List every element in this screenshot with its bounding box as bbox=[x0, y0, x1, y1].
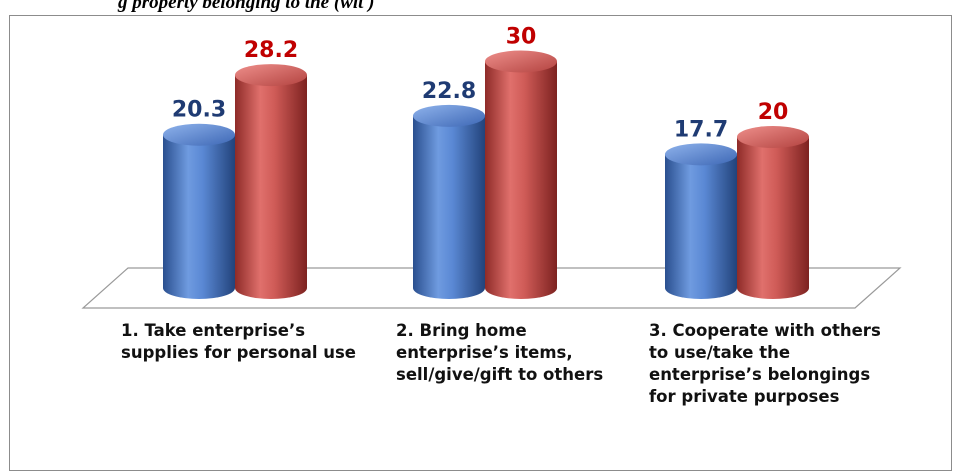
chart-title-fragment: g property belonging to the (wit ) bbox=[0, 0, 955, 14]
bar-top bbox=[485, 50, 557, 73]
bar-top bbox=[163, 123, 235, 146]
bar-s1-c2 bbox=[413, 104, 485, 299]
bar-s2-c3 bbox=[737, 126, 809, 299]
data-label-s2-c2: 30 bbox=[506, 25, 537, 50]
bar-body bbox=[163, 134, 235, 299]
data-label-s2-c1: 28.2 bbox=[244, 38, 298, 63]
data-label-s1-c2: 22.8 bbox=[422, 79, 476, 104]
bar-s1-c1 bbox=[163, 123, 235, 299]
bar-top bbox=[665, 143, 737, 166]
bar-s1-c3 bbox=[665, 143, 737, 299]
bar-s2-c1 bbox=[235, 64, 307, 299]
data-label-s1-c3: 17.7 bbox=[674, 117, 728, 142]
category-label-2: 2. Bring home enterprise’s items, sell/g… bbox=[396, 321, 604, 384]
bar-top bbox=[413, 104, 485, 127]
bar-s2-c2 bbox=[485, 50, 557, 299]
data-label-s1-c1: 20.3 bbox=[172, 98, 226, 123]
bar-body bbox=[665, 154, 737, 299]
bar-body bbox=[235, 75, 307, 299]
bar-top bbox=[235, 64, 307, 87]
data-label-s2-c3: 20 bbox=[758, 100, 789, 125]
data-labels-group: 20.3 22.8 17.7 28.2 30 20 bbox=[172, 25, 788, 143]
bar-top bbox=[737, 126, 809, 148]
bar-body bbox=[485, 61, 557, 299]
bar-body bbox=[737, 137, 809, 299]
chart-title-text: g property belonging to the (wit ) bbox=[118, 0, 375, 13]
bar-body bbox=[413, 115, 485, 299]
category-label-3: 3. Cooperate with others to use/take the… bbox=[649, 321, 881, 406]
bars-group bbox=[163, 50, 809, 299]
category-label-1: 1. Take enterprise’s supplies for person… bbox=[121, 321, 356, 362]
